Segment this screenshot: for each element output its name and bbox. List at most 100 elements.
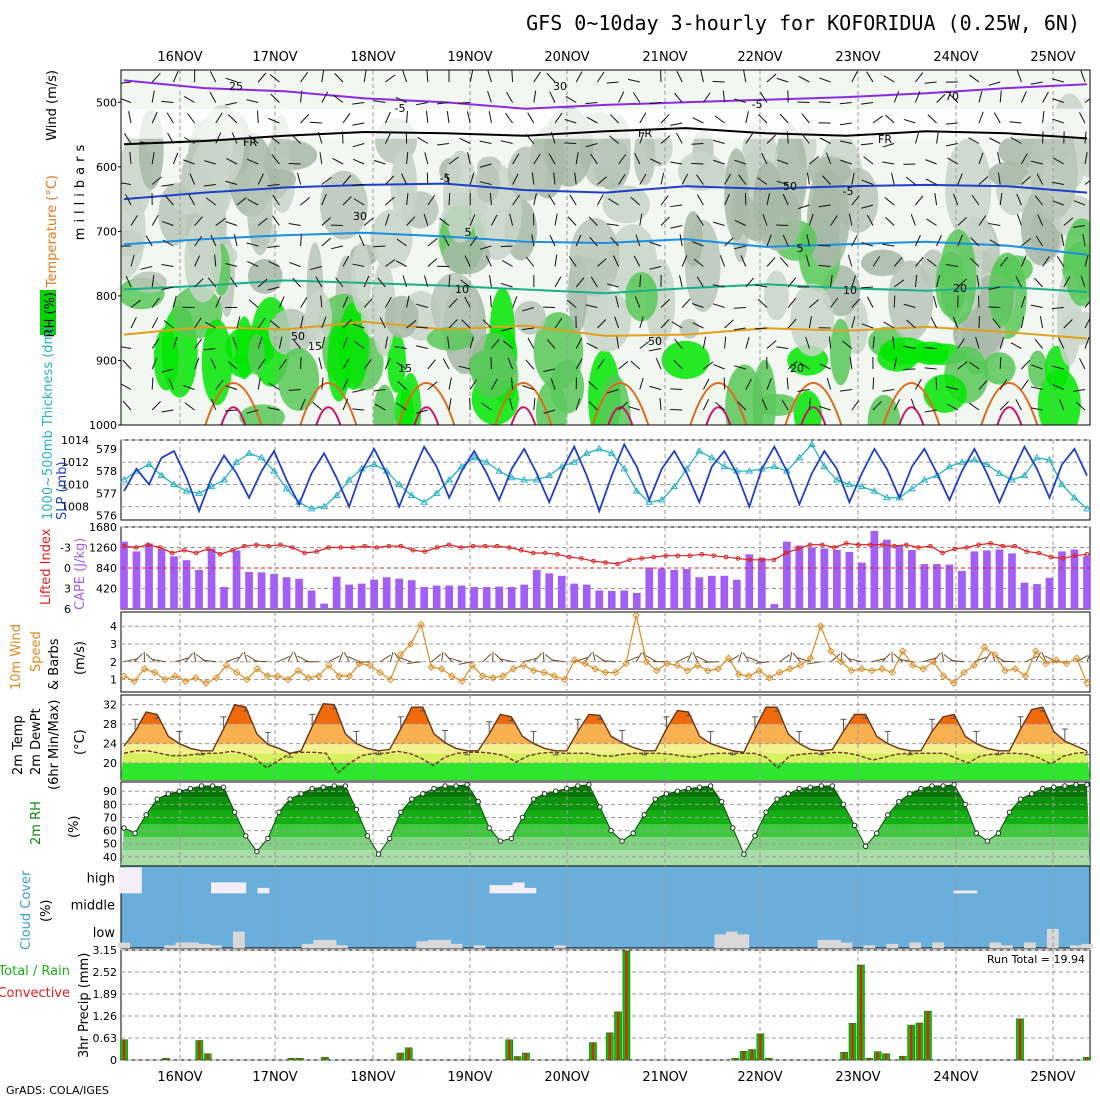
- wind-barb: [1035, 235, 1044, 247]
- rh-contour-region: [277, 348, 320, 411]
- wind-barb: [525, 133, 535, 144]
- rh-point: [1028, 791, 1035, 797]
- wind-speed-point: [437, 665, 446, 673]
- slp-tick-label: 1012: [61, 456, 89, 469]
- precip-convective-bar: [625, 951, 628, 1060]
- wind-barb: [1042, 256, 1050, 267]
- wind-barb: [1053, 157, 1065, 165]
- chart-title: GFS 0~10day 3-hourly for KOFORIDUA (0.25…: [526, 11, 1080, 35]
- cloud-bar: [1023, 942, 1036, 948]
- wind-barb: [776, 77, 789, 83]
- wind-barb: [151, 297, 160, 308]
- wind-barb: [941, 651, 945, 662]
- cloud-bar: [501, 885, 514, 894]
- thickness-point: [970, 456, 979, 463]
- wind-barb: [257, 217, 268, 226]
- cape-bar: [845, 551, 854, 609]
- rh-2m-axis-label: 2m RH: [29, 801, 44, 845]
- wind-speed-point: [1021, 672, 1030, 680]
- wind-barb: [253, 660, 268, 663]
- wind-barb: [712, 284, 725, 288]
- wind-barb: [999, 193, 1003, 206]
- lifted-index-point: [747, 557, 753, 563]
- rh-point: [420, 791, 426, 797]
- wind-barb: [268, 117, 280, 124]
- wind-barb: [842, 340, 853, 349]
- wind-barb: [374, 403, 386, 411]
- wind-speed-point: [1032, 647, 1040, 655]
- date-label: 19NOV: [447, 1070, 492, 1085]
- wind-barb: [332, 157, 344, 165]
- wind-barb: [125, 194, 132, 206]
- wind-barb: [848, 658, 862, 663]
- wind-barb: [500, 282, 513, 288]
- thickness-point: [407, 491, 416, 499]
- wind-barb: [489, 193, 492, 206]
- date-label: 22NOV: [737, 50, 782, 65]
- cloud-bar: [301, 943, 314, 948]
- wind-barb: [246, 99, 259, 103]
- precip-convective-bar: [507, 1039, 511, 1060]
- wind-barb: [522, 307, 534, 312]
- wind-barb: [543, 409, 556, 414]
- thickness-point: [607, 449, 616, 456]
- wind-barb: [491, 339, 500, 349]
- wind-barb: [970, 237, 980, 247]
- wind-barb: [236, 652, 244, 663]
- rh-point: [597, 804, 603, 810]
- lifted-index-point: [350, 545, 356, 550]
- wind-barb: [988, 222, 1001, 226]
- wind-barb: [786, 131, 789, 144]
- rh-contour-region: [724, 148, 749, 241]
- wind-barb: [352, 122, 365, 126]
- wind-barb: [175, 657, 189, 663]
- lifted-index-point: [458, 545, 464, 550]
- wind-barb: [130, 299, 141, 308]
- wind-barb: [766, 193, 771, 206]
- wind-barb: [903, 345, 916, 349]
- wind-barb: [618, 361, 629, 370]
- wind-barb: [248, 135, 259, 144]
- wind-barb: [431, 654, 442, 663]
- rh-point: [453, 783, 459, 789]
- wind-barb: [554, 112, 563, 124]
- wind-barb: [1042, 111, 1045, 124]
- wind-speed-point: [1083, 679, 1091, 687]
- thickness-point: [832, 476, 841, 483]
- wind-barb: [194, 255, 201, 267]
- surface-isotherm-arc: [591, 382, 650, 425]
- rh-contour-region: [679, 318, 699, 339]
- lifted-index-point: [627, 557, 632, 563]
- rh-point: [475, 798, 481, 805]
- lifted-index-point: [530, 550, 536, 556]
- contour-label: FR: [638, 127, 652, 140]
- wind-barb: [976, 275, 980, 288]
- rh-point: [674, 788, 681, 794]
- lifted-index-line: [123, 542, 1088, 565]
- wind-barb: [724, 319, 734, 329]
- wind-barb: [628, 406, 640, 411]
- wind-barb: [903, 303, 916, 308]
- rh-contour-region: [248, 334, 265, 375]
- thickness-point: [795, 453, 804, 461]
- wind-barb: [394, 652, 402, 663]
- wind-speed-point: [120, 672, 128, 680]
- pressure-tick-label: 800: [96, 290, 117, 303]
- wind-barb: [700, 70, 704, 83]
- lifted-index-point: [1048, 554, 1054, 560]
- cape-bar: [920, 564, 929, 609]
- wind-barb: [936, 131, 939, 144]
- wind-barb: [427, 381, 438, 390]
- wind-speed-point: [653, 666, 661, 675]
- wind-speed-point: [765, 674, 774, 682]
- wind-barb: [670, 161, 683, 165]
- wind-barb: [226, 656, 240, 663]
- wind-barb: [712, 80, 725, 83]
- wind-speed-point: [980, 643, 989, 652]
- wind-barb: [447, 336, 450, 349]
- wind-barb: [130, 254, 135, 267]
- lifted-index-point: [675, 553, 681, 559]
- lifted-index-tick-label: 6: [64, 603, 71, 616]
- wind-barb: [734, 245, 746, 250]
- cape-bar: [220, 587, 228, 609]
